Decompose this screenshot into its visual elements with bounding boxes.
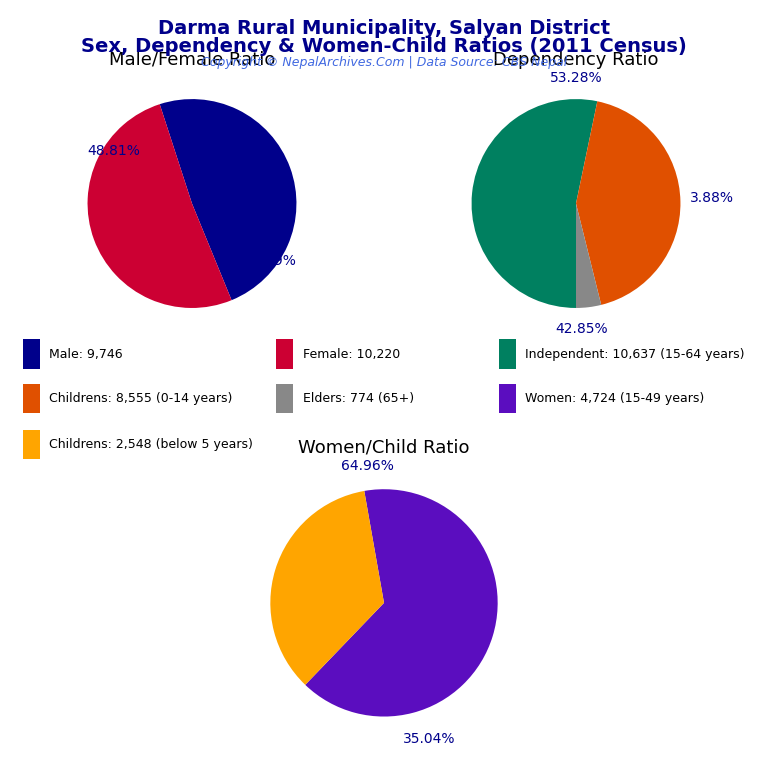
Wedge shape <box>472 99 598 308</box>
Wedge shape <box>88 104 232 308</box>
Title: Dependency Ratio: Dependency Ratio <box>493 51 659 68</box>
Text: 51.19%: 51.19% <box>244 254 296 268</box>
Wedge shape <box>576 101 680 305</box>
Text: Childrens: 8,555 (0-14 years): Childrens: 8,555 (0-14 years) <box>49 392 233 405</box>
Text: 48.81%: 48.81% <box>88 144 140 158</box>
Text: Independent: 10,637 (15-64 years): Independent: 10,637 (15-64 years) <box>525 348 745 361</box>
Text: Female: 10,220: Female: 10,220 <box>303 348 400 361</box>
FancyBboxPatch shape <box>276 384 293 413</box>
Text: Women: 4,724 (15-49 years): Women: 4,724 (15-49 years) <box>525 392 704 405</box>
Text: Sex, Dependency & Women-Child Ratios (2011 Census): Sex, Dependency & Women-Child Ratios (20… <box>81 37 687 56</box>
FancyBboxPatch shape <box>23 429 40 459</box>
Wedge shape <box>305 489 498 717</box>
FancyBboxPatch shape <box>23 384 40 413</box>
FancyBboxPatch shape <box>499 339 516 369</box>
Text: Copyright © NepalArchives.Com | Data Source: CBS Nepal: Copyright © NepalArchives.Com | Data Sou… <box>201 56 567 69</box>
Text: Childrens: 2,548 (below 5 years): Childrens: 2,548 (below 5 years) <box>49 438 253 451</box>
Text: Elders: 774 (65+): Elders: 774 (65+) <box>303 392 414 405</box>
Text: 3.88%: 3.88% <box>690 191 733 205</box>
Wedge shape <box>576 204 601 308</box>
Title: Male/Female Ratio: Male/Female Ratio <box>109 51 275 68</box>
Wedge shape <box>270 491 384 685</box>
Text: 35.04%: 35.04% <box>403 732 455 746</box>
Title: Women/Child Ratio: Women/Child Ratio <box>298 439 470 456</box>
Text: Darma Rural Municipality, Salyan District: Darma Rural Municipality, Salyan Distric… <box>158 19 610 38</box>
FancyBboxPatch shape <box>276 339 293 369</box>
FancyBboxPatch shape <box>499 384 516 413</box>
Text: 42.85%: 42.85% <box>555 322 607 336</box>
Wedge shape <box>160 99 296 300</box>
Text: Male: 9,746: Male: 9,746 <box>49 348 123 361</box>
FancyBboxPatch shape <box>23 339 40 369</box>
Text: 53.28%: 53.28% <box>550 71 602 85</box>
Text: 64.96%: 64.96% <box>340 459 393 474</box>
